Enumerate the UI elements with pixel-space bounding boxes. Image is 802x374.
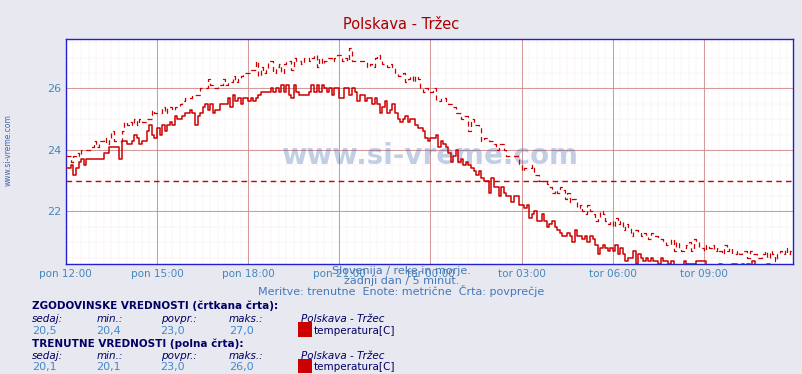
Text: Meritve: trenutne  Enote: metrične  Črta: povprečje: Meritve: trenutne Enote: metrične Črta: …: [258, 285, 544, 297]
Text: Polskava - Tržec: Polskava - Tržec: [301, 351, 384, 361]
Text: sedaj:: sedaj:: [32, 315, 63, 324]
Text: povpr.:: povpr.:: [160, 351, 196, 361]
Text: zadnji dan / 5 minut.: zadnji dan / 5 minut.: [343, 276, 459, 286]
Text: sedaj:: sedaj:: [32, 351, 63, 361]
Text: www.si-vreme.com: www.si-vreme.com: [3, 114, 13, 186]
Text: www.si-vreme.com: www.si-vreme.com: [281, 142, 577, 170]
Text: maks.:: maks.:: [229, 351, 263, 361]
Text: TRENUTNE VREDNOSTI (polna črta):: TRENUTNE VREDNOSTI (polna črta):: [32, 338, 243, 349]
Text: 20,4: 20,4: [96, 326, 121, 335]
Text: min.:: min.:: [96, 315, 123, 324]
Text: min.:: min.:: [96, 351, 123, 361]
Text: Slovenija / reke in morje.: Slovenija / reke in morje.: [332, 266, 470, 276]
Text: 20,1: 20,1: [96, 362, 121, 372]
Text: temperatura[C]: temperatura[C]: [314, 326, 395, 335]
Text: 20,1: 20,1: [32, 362, 57, 372]
Text: ZGODOVINSKE VREDNOSTI (črtkana črta):: ZGODOVINSKE VREDNOSTI (črtkana črta):: [32, 300, 278, 310]
Text: temperatura[C]: temperatura[C]: [314, 362, 395, 372]
Text: Polskava - Tržec: Polskava - Tržec: [343, 17, 459, 32]
Text: maks.:: maks.:: [229, 315, 263, 324]
Text: povpr.:: povpr.:: [160, 315, 196, 324]
Text: 23,0: 23,0: [160, 362, 185, 372]
Text: Polskava - Tržec: Polskava - Tržec: [301, 315, 384, 324]
Text: 20,5: 20,5: [32, 326, 57, 335]
Text: 23,0: 23,0: [160, 326, 185, 335]
Text: 26,0: 26,0: [229, 362, 253, 372]
Text: 27,0: 27,0: [229, 326, 253, 335]
